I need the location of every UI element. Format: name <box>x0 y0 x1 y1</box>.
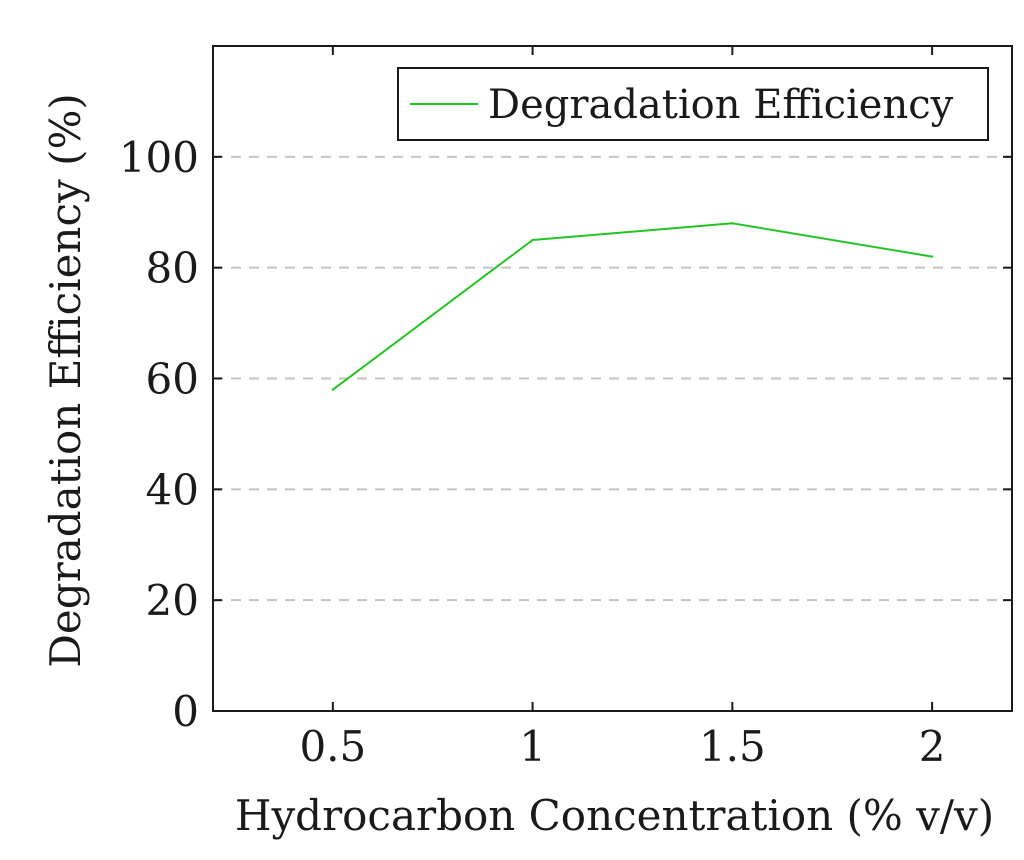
data-point <box>531 238 534 242</box>
y-tick-label: 40 <box>146 465 199 514</box>
series-layer <box>331 222 934 391</box>
y-tick-label: 100 <box>119 133 199 182</box>
x-axis-label: Hydrocarbon Concentration (% v/v) <box>235 791 994 840</box>
legend-label: Degradation Efficiency <box>488 82 954 128</box>
data-point <box>731 222 734 225</box>
x-tick-label: 1.5 <box>699 722 766 771</box>
grid-layer <box>213 155 1012 602</box>
x-tick-label: 1 <box>519 722 546 771</box>
series-line <box>332 222 933 391</box>
y-axis-label: Degradation Efficiency (%) <box>41 93 90 668</box>
data-point <box>930 255 934 258</box>
y-tick-label: 80 <box>146 244 199 293</box>
legend: Degradation Efficiency <box>397 67 989 141</box>
y-tick-label: 20 <box>146 576 199 625</box>
y-tick-label: 0 <box>172 687 199 736</box>
x-tick-label: 0.5 <box>299 722 366 771</box>
ticks-layer: 0 20 40 60 80 100 0.5 1 1.5 2 <box>119 46 1012 771</box>
legend-box <box>397 67 989 141</box>
x-tick-label: 2 <box>919 722 946 771</box>
y-tick-label: 60 <box>146 355 199 404</box>
data-point <box>331 388 335 391</box>
